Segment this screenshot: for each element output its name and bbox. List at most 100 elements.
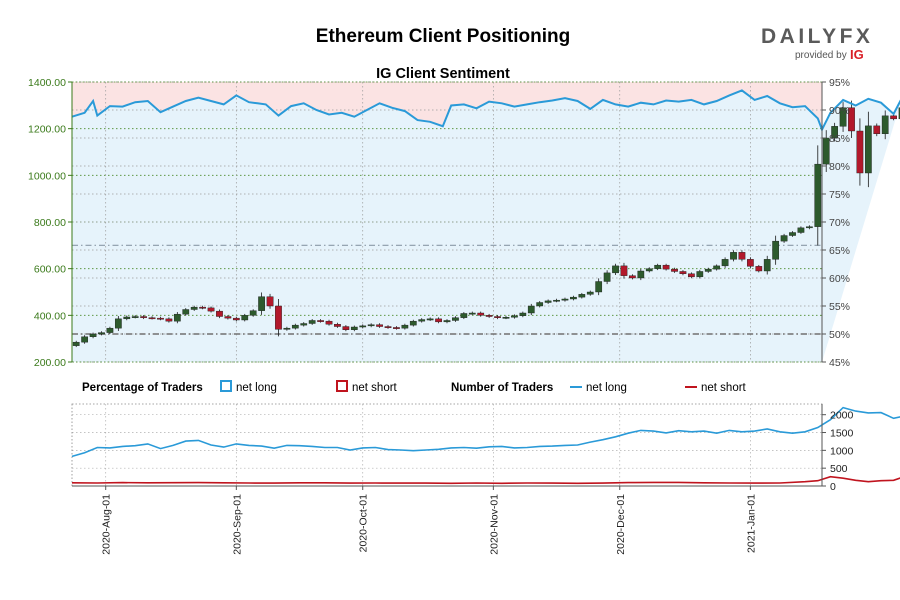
pct-tick-label: 75%: [829, 189, 850, 201]
price-candle: [898, 107, 900, 120]
price-candle: [190, 306, 198, 310]
brand-provided-by: provided by: [795, 50, 847, 61]
price-candle: [688, 273, 695, 278]
brand-ig: IG: [850, 47, 864, 62]
price-candle: [468, 312, 476, 315]
x-axis: 2020-Aug-01 2020-Sep-01 2020-Oct-01 2020-No…: [72, 485, 822, 555]
price-candle: [148, 317, 156, 320]
price-candle: [334, 324, 341, 327]
price-candle: [283, 327, 291, 330]
price-candle: [249, 310, 257, 316]
price-candle: [629, 275, 636, 279]
price-tick-label: 800.00: [34, 217, 66, 229]
brand-logo: DAILYFX provided by IG: [761, 25, 870, 62]
price-candle: [519, 312, 527, 316]
count-tick-label: 1500: [830, 428, 854, 440]
price-candle: [696, 271, 704, 278]
price-candle: [553, 299, 560, 302]
price-candle: [881, 115, 889, 135]
count-net-short-line: [71, 475, 900, 485]
legend-num-long-label: net long: [586, 382, 627, 394]
count-tick-label: 500: [830, 463, 848, 475]
price-candle: [325, 320, 333, 325]
chart-subtitle: IG Client Sentiment: [376, 66, 510, 82]
price-candle: [199, 306, 206, 309]
price-candle: [848, 107, 855, 132]
price-candle: [418, 319, 426, 322]
price-candle: [856, 130, 864, 174]
price-candle: [485, 315, 493, 317]
pct-tick-label: 55%: [829, 301, 850, 313]
count-frame: [71, 403, 823, 487]
price-candle: [814, 163, 822, 227]
legend-pct-long-swatch: [220, 380, 232, 392]
price-candle: [747, 259, 754, 267]
x-tick-label: 2020-Aug-01: [101, 494, 113, 555]
x-tick-label: 2020-Nov-01: [488, 494, 500, 555]
price-candle: [527, 305, 535, 314]
price-candle: [679, 271, 687, 275]
price-candle: [317, 320, 324, 322]
price-sentiment-panel: 1400.00 1200.00 1000.00 800.00 600.00 400.00 2…: [28, 77, 900, 369]
price-candle: [570, 296, 577, 300]
legend: Percentage of Traders net long net short Nu…: [82, 380, 747, 394]
price-candle: [393, 327, 400, 329]
price-candle: [409, 320, 417, 326]
price-candle: [831, 126, 839, 139]
price-candle: [789, 232, 796, 236]
legend-num-short-label: net short: [701, 382, 747, 394]
price-candle: [561, 298, 569, 301]
price-candle: [426, 318, 434, 321]
price-candle: [612, 265, 619, 274]
legend-pct-short-label: net short: [352, 382, 398, 394]
price-candle: [401, 324, 409, 329]
price-candle: [308, 320, 316, 324]
price-candle: [98, 332, 105, 335]
price-candle: [586, 291, 594, 295]
count-tick-label: 2000: [830, 410, 854, 422]
price-candle: [165, 318, 173, 322]
pct-tick-label: 65%: [829, 245, 850, 257]
price-candle: [671, 268, 678, 272]
price-candle: [81, 336, 89, 343]
legend-num-title: Number of Traders: [451, 382, 553, 394]
price-candle: [207, 307, 215, 312]
price-candle: [384, 326, 392, 328]
price-candle: [266, 296, 274, 307]
legend-pct-long-label: net long: [236, 382, 277, 394]
price-candle: [839, 107, 847, 127]
price-candle: [511, 315, 518, 318]
x-tick-label: 2020-Sep-01: [231, 494, 243, 555]
price-candle: [258, 296, 265, 311]
chart-title: Ethereum Client Positioning: [316, 26, 570, 47]
price-candle: [738, 252, 746, 260]
x-tick-label: 2020-Dec-01: [615, 494, 627, 555]
price-candle: [755, 266, 763, 272]
price-candle: [864, 125, 872, 174]
x-tick-label: 2020-Oct-01: [358, 494, 370, 553]
price-candle: [544, 300, 552, 303]
count-tick-label: 0: [830, 481, 836, 493]
price-tick-label: 200.00: [34, 357, 66, 369]
price-candle: [494, 316, 501, 318]
price-candle: [578, 294, 586, 298]
price-tick-label: 1000.00: [28, 170, 66, 182]
price-candle: [89, 333, 97, 337]
legend-pct-short-swatch: [336, 380, 348, 392]
pct-tick-label: 50%: [829, 329, 850, 341]
price-candle: [502, 317, 510, 319]
price-tick-label: 400.00: [34, 310, 66, 322]
legend-pct-title: Percentage of Traders: [82, 382, 203, 394]
price-candle: [873, 125, 881, 135]
price-candle: [730, 252, 737, 260]
price-candle: [595, 281, 603, 293]
count-tick-label: 1000: [830, 445, 854, 457]
price-tick-label: 1400.00: [28, 77, 66, 89]
pct-tick-label: 45%: [829, 357, 850, 369]
price-candle: [216, 310, 223, 317]
price-candle: [603, 272, 611, 282]
price-candle: [367, 324, 375, 327]
pct-tick-label: 90%: [829, 105, 850, 117]
pct-tick-label: 70%: [829, 217, 850, 229]
